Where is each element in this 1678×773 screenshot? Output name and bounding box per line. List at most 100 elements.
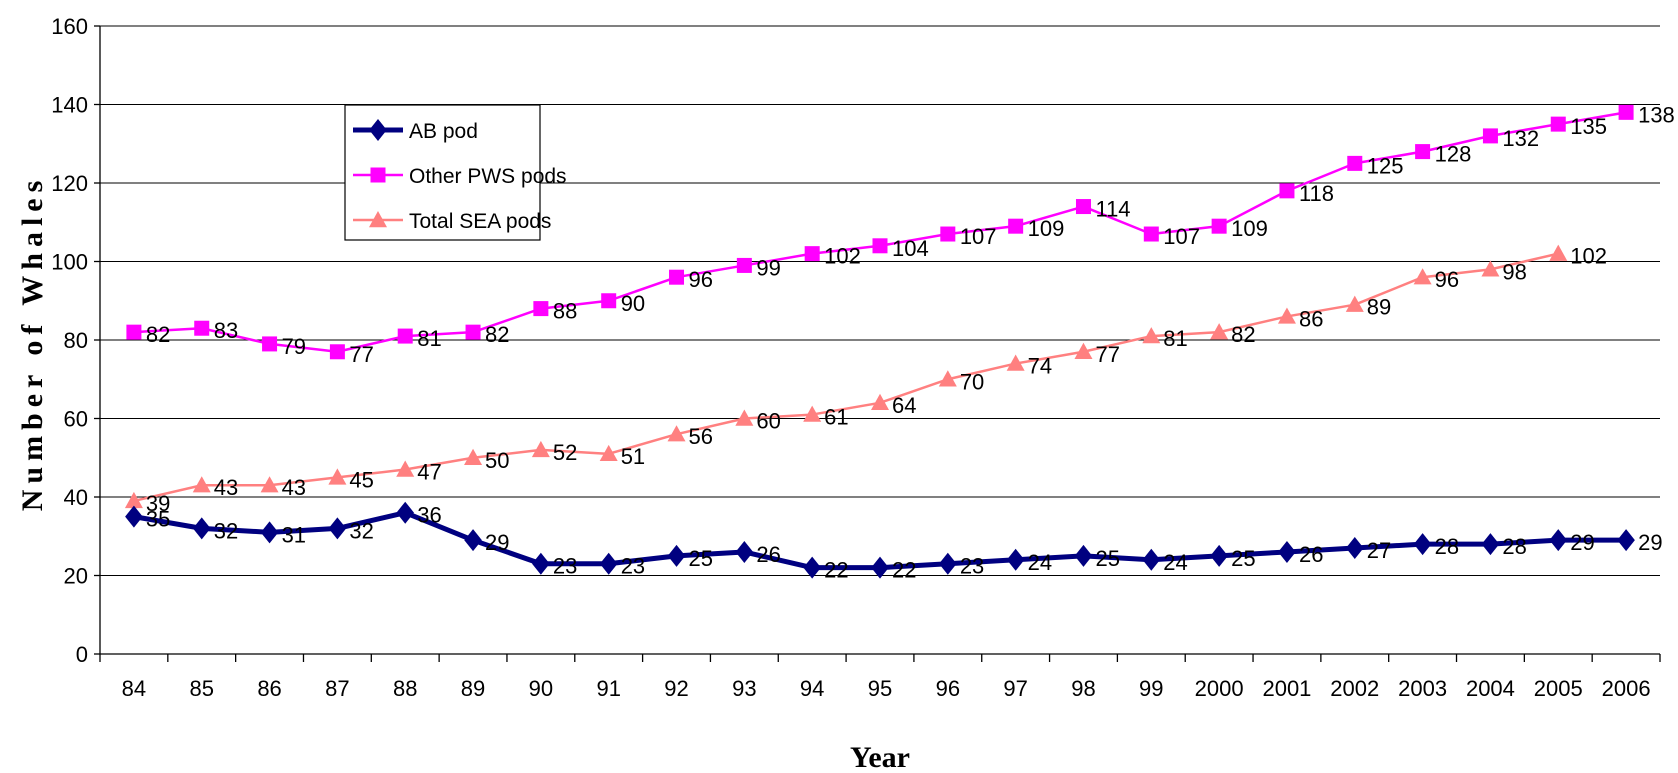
series-total-sea-pods: 39 43 43 45 47 50 52 51 56 60 61 64 70 74 77 81 82 86 89 96… [124, 244, 1607, 516]
x-tick-label-96: 96 [936, 676, 960, 701]
x-tick-label-2003: 2003 [1398, 676, 1447, 701]
point-total-sea-pods-97 [1006, 354, 1025, 371]
point-ab-pod-2001 [1278, 540, 1296, 563]
point-other-pws-pods-89 [465, 324, 481, 340]
data-label-other-pws-pods-2001: 118 [1299, 181, 1334, 206]
data-label-ab-pod-98: 25 [1095, 546, 1119, 571]
data-label-ab-pod-2004: 28 [1502, 534, 1526, 559]
data-label-total-sea-pods-2003: 96 [1435, 267, 1459, 292]
data-label-total-sea-pods-86: 43 [282, 475, 306, 500]
data-label-total-sea-pods-2004: 98 [1502, 259, 1526, 284]
x-axis-tick-labels: 84 85 86 87 88 89 90 91 92 93 94 95 96 97 98 99 2000 2001… [122, 676, 1651, 701]
y-tick-label-40: 40 [64, 485, 88, 510]
x-tick-label-2004: 2004 [1466, 676, 1515, 701]
legend-swatch-marker-other-pws-pods [370, 167, 386, 183]
point-other-pws-pods-87 [329, 344, 345, 360]
x-tick-label-94: 94 [800, 676, 824, 701]
data-label-total-sea-pods-94: 61 [824, 405, 848, 430]
point-ab-pod-88 [396, 501, 415, 524]
legend-swatch-marker-ab-pod [369, 119, 387, 141]
legend-label-total-sea-pods: Total SEA pods [409, 210, 551, 233]
point-total-sea-pods-89 [464, 448, 483, 465]
data-label-other-pws-pods-84: 82 [146, 322, 170, 347]
data-label-total-sea-pods-93: 60 [756, 409, 780, 434]
x-tick-label-2000: 2000 [1195, 676, 1244, 701]
x-tick-label-2002: 2002 [1330, 676, 1379, 701]
legend: AB pod Other PWS pods Total SEA pods [344, 104, 567, 241]
y-tick-label-160: 160 [51, 14, 88, 39]
data-label-total-sea-pods-92: 56 [689, 424, 713, 449]
data-label-ab-pod-85: 32 [214, 518, 238, 543]
point-total-sea-pods-85 [192, 476, 211, 493]
data-label-other-pws-pods-99: 107 [1163, 224, 1200, 249]
point-other-pws-pods-90 [533, 301, 549, 317]
data-label-ab-pod-88: 36 [417, 503, 441, 528]
data-label-other-pws-pods-89: 82 [485, 322, 509, 347]
point-ab-pod-2006 [1617, 529, 1635, 552]
point-ab-pod-89 [464, 529, 482, 552]
x-tick-label-85: 85 [189, 676, 213, 701]
data-label-other-pws-pods-98: 114 [1095, 197, 1130, 222]
point-ab-pod-86 [260, 521, 279, 544]
x-tick-label-2006: 2006 [1602, 676, 1651, 701]
point-other-pws-pods-84 [126, 324, 142, 340]
point-other-pws-pods-2004 [1482, 128, 1498, 144]
point-total-sea-pods-2001 [1277, 307, 1296, 324]
series-ab-pod: 35 32 31 32 36 29 23 23 25 26 22 22 23 24 25 24 25 26 27 28… [125, 501, 1663, 583]
point-ab-pod-93 [735, 540, 754, 563]
gridlines [100, 25, 1660, 576]
point-ab-pod-2004 [1481, 533, 1500, 556]
data-label-total-sea-pods-99: 81 [1163, 326, 1187, 351]
legend-item-other-pws-pods: Other PWS pods [353, 165, 567, 188]
data-label-total-sea-pods-88: 47 [417, 460, 441, 485]
point-ab-pod-99 [1142, 548, 1161, 571]
point-other-pws-pods-86 [262, 336, 278, 352]
point-total-sea-pods-84 [124, 491, 143, 509]
x-tick-label-89: 89 [461, 676, 485, 701]
point-total-sea-pods-2002 [1345, 295, 1364, 312]
data-label-other-pws-pods-85: 83 [214, 318, 238, 343]
data-label-total-sea-pods-96: 70 [960, 369, 984, 394]
data-label-total-sea-pods-91: 51 [621, 444, 645, 469]
point-ab-pod-90 [532, 552, 550, 575]
point-other-pws-pods-2003 [1415, 144, 1431, 160]
data-label-ab-pod-91: 23 [621, 554, 645, 579]
point-ab-pod-2000 [1210, 544, 1228, 567]
point-other-pws-pods-2001 [1279, 183, 1295, 199]
data-label-other-pws-pods-91: 90 [621, 291, 645, 316]
point-other-pws-pods-2006 [1618, 104, 1634, 120]
point-total-sea-pods-92 [667, 425, 686, 442]
point-total-sea-pods-2005 [1549, 244, 1568, 261]
data-label-total-sea-pods-85: 43 [214, 475, 238, 500]
data-label-other-pws-pods-96: 107 [960, 224, 997, 249]
point-total-sea-pods-86 [260, 476, 279, 493]
point-total-sea-pods-88 [396, 460, 415, 477]
data-label-total-sea-pods-87: 45 [349, 467, 373, 492]
data-label-other-pws-pods-2002: 125 [1367, 153, 1404, 178]
data-label-other-pws-pods-2006: 138 [1638, 102, 1675, 127]
x-tick-label-92: 92 [664, 676, 688, 701]
x-tick-label-98: 98 [1071, 676, 1095, 701]
point-ab-pod-87 [328, 517, 347, 540]
point-ab-pod-96 [939, 552, 957, 575]
point-other-pws-pods-92 [669, 269, 685, 285]
x-tick-label-93: 93 [732, 676, 756, 701]
point-total-sea-pods-90 [531, 440, 550, 458]
y-tick-label-120: 120 [51, 171, 88, 196]
data-label-ab-pod-92: 25 [689, 546, 713, 571]
point-ab-pod-98 [1074, 544, 1093, 567]
data-label-ab-pod-94: 22 [824, 558, 848, 583]
y-tick-label-20: 20 [64, 564, 88, 589]
point-other-pws-pods-88 [397, 328, 413, 344]
series-other-pws-pods: 82 83 79 77 81 82 88 90 96 99 102 104 107 109 114 107 10… [126, 102, 1675, 367]
point-ab-pod-95 [871, 556, 889, 579]
data-label-ab-pod-2005: 29 [1570, 530, 1594, 555]
data-label-ab-pod-2003: 28 [1435, 534, 1459, 559]
data-label-other-pws-pods-87: 77 [349, 342, 373, 367]
x-axis-title: Year [850, 741, 910, 773]
data-label-other-pws-pods-86: 79 [282, 334, 306, 359]
point-other-pws-pods-2005 [1550, 116, 1566, 132]
data-label-ab-pod-2000: 25 [1231, 546, 1255, 571]
data-label-ab-pod-99: 24 [1163, 550, 1187, 575]
